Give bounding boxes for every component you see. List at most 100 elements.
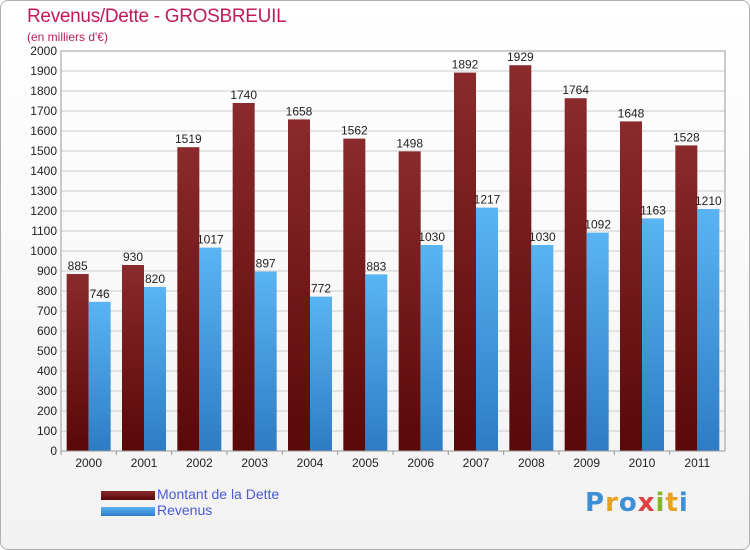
bar-dette: [343, 138, 366, 451]
y-tick-label: 500: [37, 344, 57, 358]
data-label-dette: 930: [123, 250, 143, 264]
y-tick-label: 1500: [30, 144, 57, 158]
y-tick-label: 600: [37, 324, 57, 338]
y-tick-label: 900: [37, 264, 57, 278]
legend-label-dette: Montant de la Dette: [157, 486, 280, 502]
bar-dette: [564, 98, 587, 451]
x-tick-label: 2008: [518, 456, 545, 470]
bar-dette: [620, 121, 642, 452]
data-label-revenus: 1217: [474, 193, 501, 207]
legend-label-revenus: Revenus: [157, 502, 213, 518]
bar-dette: [288, 119, 310, 452]
bar-revenus: [531, 245, 554, 451]
x-tick-label: 2000: [75, 456, 102, 470]
x-tick-label: 2006: [407, 456, 434, 470]
data-label-revenus: 1030: [418, 230, 445, 244]
bar-revenus: [420, 245, 443, 451]
bar-revenus: [476, 207, 498, 451]
logo-letter: i: [655, 488, 666, 518]
bar-revenus: [697, 209, 720, 451]
y-tick-label: 1700: [30, 104, 57, 118]
data-label-revenus: 883: [366, 259, 386, 273]
bar-revenus: [310, 296, 332, 451]
x-tick-label: 2002: [186, 456, 213, 470]
bar-dette: [675, 145, 698, 451]
y-tick-label: 1600: [30, 124, 57, 138]
data-label-dette: 885: [68, 259, 88, 273]
bar-dette: [177, 147, 200, 451]
data-label-revenus: 1163: [640, 203, 666, 217]
data-label-dette: 1648: [618, 106, 645, 120]
y-tick-label: 100: [37, 424, 57, 438]
data-label-dette: 1658: [286, 104, 313, 118]
x-tick-label: 2011: [684, 456, 710, 470]
data-label-dette: 1562: [341, 124, 368, 138]
data-label-dette: 1892: [452, 58, 479, 72]
y-tick-label: 300: [37, 384, 57, 398]
data-label-dette: 1764: [562, 83, 589, 97]
x-tick-label: 2004: [297, 456, 324, 470]
data-label-revenus: 1210: [695, 194, 722, 208]
axes: 0 100 200 300 400 500 600 700 800 900 1000 1100 1200…: [30, 44, 726, 470]
x-tick-label: 2010: [629, 456, 656, 470]
y-tick-label: 1800: [30, 84, 57, 98]
y-tick-label: 700: [37, 304, 57, 318]
logo-letter: r: [605, 488, 619, 518]
bar-revenus: [254, 271, 277, 451]
data-label-revenus: 1017: [197, 233, 224, 247]
y-tick-label: 1300: [30, 184, 57, 198]
logo-letter: t: [665, 488, 679, 518]
data-label-revenus: 1092: [584, 218, 611, 232]
bar-revenus: [642, 218, 664, 451]
bar-dette: [66, 274, 89, 451]
bar-dette: [122, 265, 144, 451]
bar-dette: [232, 103, 255, 451]
proxiti-logo: Proxiti: [585, 488, 689, 518]
x-tick-label: 2005: [352, 456, 379, 470]
bar-dette: [454, 72, 476, 451]
bar-revenus: [144, 287, 166, 451]
grid-lines: [61, 50, 725, 452]
y-tick-label: 0: [50, 444, 57, 458]
y-tick-label: 1400: [30, 164, 57, 178]
logo-letter: o: [618, 488, 638, 518]
logo-letter: x: [637, 488, 656, 518]
data-label-revenus: 746: [90, 287, 110, 301]
y-tick-label: 1200: [30, 204, 57, 218]
data-label-revenus: 897: [256, 257, 276, 271]
x-tick-label: 2007: [463, 456, 490, 470]
legend-swatch-dette: [101, 491, 155, 500]
legend-swatch-revenus: [101, 507, 155, 516]
x-tick-label: 2003: [241, 456, 268, 470]
logo-letter: P: [585, 488, 606, 518]
bar-dette: [509, 65, 532, 451]
y-tick-label: 1100: [31, 224, 57, 238]
x-tick-label: 2001: [131, 456, 158, 470]
data-label-dette: 1528: [673, 130, 700, 144]
data-label-dette: 1740: [230, 88, 257, 102]
y-tick-label: 200: [37, 404, 57, 418]
bar-revenus: [586, 232, 609, 451]
logo-letter: i: [678, 488, 689, 518]
chart-subtitle: (en milliers d'€): [27, 30, 108, 44]
y-tick-label: 400: [37, 364, 57, 378]
y-tick-label: 1000: [30, 244, 57, 258]
bar-revenus: [365, 274, 388, 451]
data-label-dette: 1929: [507, 50, 534, 64]
bars: [66, 65, 720, 452]
data-label-revenus: 820: [145, 272, 165, 286]
bar-revenus: [199, 247, 222, 451]
bar-revenus: [88, 301, 111, 451]
data-label-revenus: 1030: [529, 230, 556, 244]
data-label-dette: 1498: [396, 136, 423, 150]
y-tick-label: 800: [37, 284, 57, 298]
x-tick-label: 2009: [573, 456, 600, 470]
data-label-revenus: 772: [311, 282, 331, 296]
chart-title: Revenus/Dette - GROSBREUIL: [27, 6, 287, 27]
y-tick-label: 2000: [30, 44, 57, 58]
data-label-dette: 1519: [175, 132, 202, 146]
y-tick-label: 1900: [30, 64, 57, 78]
